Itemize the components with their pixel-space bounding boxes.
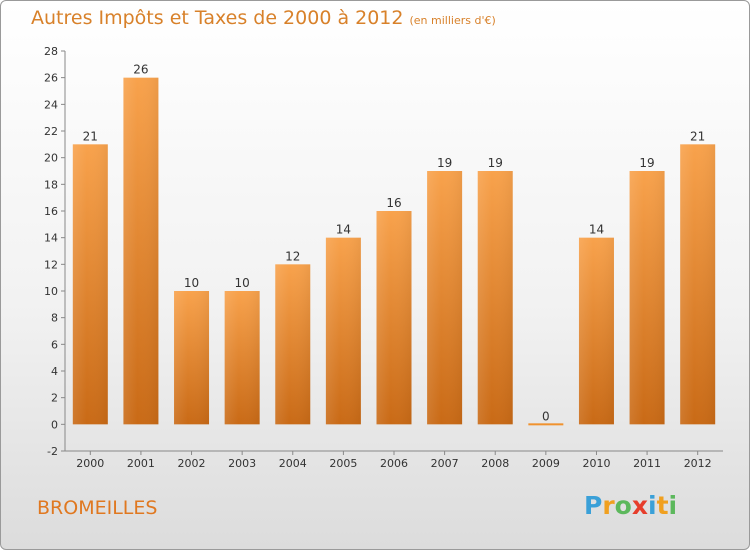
y-tick-label: 2 [51,392,58,405]
x-tick-label: 2005 [329,457,357,470]
x-tick-label: 2012 [684,457,712,470]
y-tick-label: 20 [44,152,58,165]
bar-sheen [477,171,513,425]
y-tick-label: 26 [44,72,58,85]
data-label: 14 [589,223,604,237]
bar-sheen [629,171,665,425]
bar-sheen [578,237,614,425]
x-tick-label: 2008 [481,457,509,470]
data-label: 16 [386,196,401,210]
y-tick-label: 22 [44,125,58,138]
bar-sheen [427,171,463,425]
x-tick-label: 2002 [178,457,206,470]
data-label: 19 [488,156,503,170]
proxiti-logo: Proxiti [584,491,677,520]
x-tick-label: 2010 [582,457,610,470]
logo-letter: i [648,491,657,520]
data-label: 21 [690,129,705,143]
y-tick-label: 18 [44,178,58,191]
x-tick-label: 2003 [228,457,256,470]
logo-letter: r [602,491,615,520]
logo-letter: i [668,491,678,520]
bar-sheen [72,144,108,425]
y-tick-label: 4 [51,365,58,378]
x-tick-label: 2009 [532,457,560,470]
y-tick-label: 16 [44,205,58,218]
y-tick-label: -2 [47,445,58,458]
logo-letter: x [631,491,648,520]
logo-letter: o [614,491,632,520]
data-label: 26 [133,63,148,77]
y-tick-label: 24 [44,98,58,111]
data-label: 0 [542,409,550,423]
commune-name: BROMEILLES [37,497,158,519]
data-label: 19 [437,156,452,170]
x-tick-label: 2006 [380,457,408,470]
x-tick-label: 2011 [633,457,661,470]
y-tick-label: 10 [44,285,58,298]
data-label: 21 [83,129,98,143]
chart-unit: (en milliers d'€) [409,14,496,27]
bar-sheen [174,291,210,425]
data-label: 10 [235,276,250,290]
logo-letter: P [584,491,603,520]
bar-sheen [224,291,260,425]
y-tick-label: 6 [51,338,58,351]
bar [528,423,564,426]
y-tick-label: 0 [51,418,58,431]
y-tick-label: 14 [44,232,58,245]
y-tick-label: 8 [51,312,58,325]
y-tick-label: 28 [44,45,58,58]
data-label: 14 [336,223,351,237]
bar-sheen [325,237,361,425]
data-label: 19 [639,156,654,170]
x-tick-label: 2000 [76,457,104,470]
logo-letter: t [656,491,669,520]
bar-sheen [680,144,716,425]
x-tick-label: 2007 [431,457,459,470]
x-tick-label: 2004 [279,457,307,470]
bar-sheen [275,264,311,425]
y-tick-label: 12 [44,258,58,271]
data-label: 12 [285,249,300,263]
bar-sheen [123,77,159,425]
chart-title: Autres Impôts et Taxes de 2000 à 2012 (en… [31,7,496,29]
bar-sheen [376,211,412,425]
x-tick-label: 2001 [127,457,155,470]
data-label: 10 [184,276,199,290]
chart-title-text: Autres Impôts et Taxes de 2000 à 2012 [31,7,404,29]
